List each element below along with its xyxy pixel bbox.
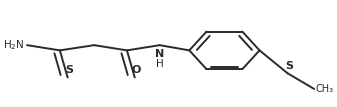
Text: N: N [155, 49, 165, 59]
Text: S: S [285, 61, 293, 71]
Text: H: H [156, 59, 164, 69]
Text: O: O [132, 65, 141, 75]
Text: S: S [65, 65, 73, 75]
Text: H$_2$N: H$_2$N [3, 38, 25, 52]
Text: CH₃: CH₃ [316, 84, 334, 94]
